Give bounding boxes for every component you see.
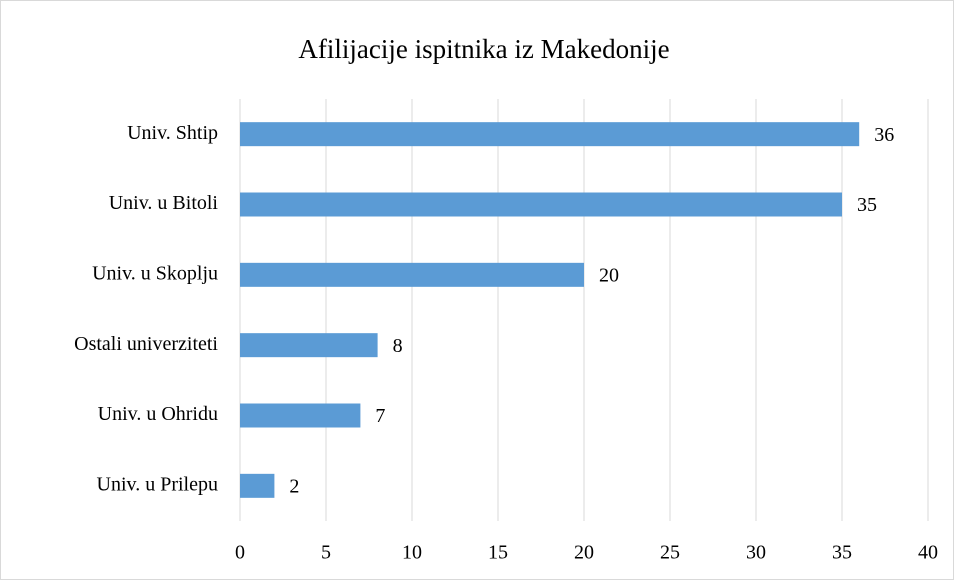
y-tick-label: Univ. u Skoplju xyxy=(92,262,218,284)
y-tick-label: Univ. u Bitoli xyxy=(109,192,219,214)
y-tick-label: Univ. u Prilepu xyxy=(97,473,218,495)
x-tick-label: 15 xyxy=(488,542,508,564)
data-label: 20 xyxy=(599,264,619,286)
data-label: 2 xyxy=(289,475,299,497)
y-tick-label: Univ. Shtip xyxy=(127,122,218,144)
data-label: 35 xyxy=(857,194,877,216)
y-tick-label: Univ. u Ohridu xyxy=(98,403,218,425)
x-tick-label: 30 xyxy=(746,542,766,564)
x-tick-label: 0 xyxy=(235,542,245,564)
data-label: 8 xyxy=(393,335,403,357)
data-label: 36 xyxy=(874,124,894,146)
bar xyxy=(240,333,378,358)
data-label: 7 xyxy=(375,405,385,427)
bar xyxy=(240,473,275,498)
chart-title: Afilijacije ispitnika iz Makedonije xyxy=(298,34,669,64)
x-tick-label: 40 xyxy=(918,542,938,564)
x-tick-label: 10 xyxy=(402,542,422,564)
x-tick-label: 25 xyxy=(660,542,680,564)
bar xyxy=(240,262,584,287)
bar xyxy=(240,122,860,147)
y-tick-label: Ostali univerziteti xyxy=(74,333,218,355)
bar xyxy=(240,192,842,217)
x-tick-label: 35 xyxy=(832,542,852,564)
bar xyxy=(240,403,361,428)
x-tick-label: 20 xyxy=(574,542,594,564)
x-tick-label: 5 xyxy=(321,542,331,564)
